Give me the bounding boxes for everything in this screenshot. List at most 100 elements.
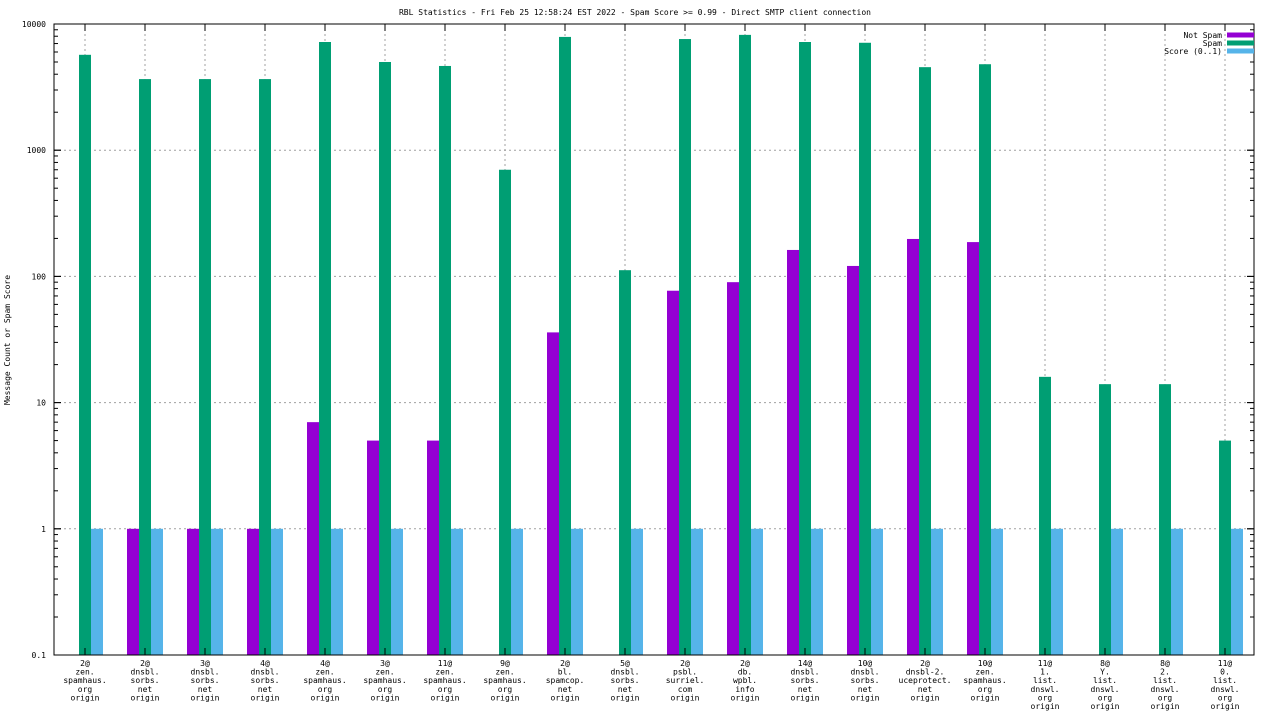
bar-not-spam (127, 528, 139, 655)
bar-not-spam (787, 249, 799, 655)
x-tick-label: 2@ dnsbl. sorbs. net origin (131, 659, 160, 702)
x-tick-label-line: db. (738, 668, 752, 677)
bar-spam (739, 34, 751, 655)
x-tick-label-line: origin (731, 693, 760, 702)
bar-spam (379, 61, 391, 655)
x-tick-label-line: spamhaus. (363, 676, 406, 685)
x-tick-label-line: org (1218, 693, 1233, 702)
x-tick-label-line: spamhaus. (963, 676, 1006, 685)
x-tick-label-line: zen. (495, 668, 514, 677)
legend-label: Not Spam (1183, 31, 1222, 40)
bar-score-0-1 (511, 528, 523, 655)
x-tick-label: 11@ zen. spamhaus. org origin (423, 659, 466, 702)
bar-not-spam (307, 422, 319, 655)
x-tick-label-line: 3@ (380, 659, 390, 668)
bar-score-0-1 (331, 528, 343, 655)
bar-score-0-1 (571, 528, 583, 655)
x-tick-label-line: origin (971, 693, 1000, 702)
y-tick-label: 1000 (27, 146, 46, 155)
bar-spam (139, 79, 151, 655)
x-tick-label-line: 14@ (798, 659, 813, 668)
x-tick-label-line: origin (611, 693, 640, 702)
bar-not-spam (847, 265, 859, 655)
bar-spam (319, 42, 331, 655)
x-tick-label-line: sorbs. (131, 676, 160, 685)
x-tick-label-line: sorbs. (611, 676, 640, 685)
x-tick-label-line: dnsbl-2. (906, 668, 945, 677)
x-tick-label-line: origin (131, 693, 160, 702)
bar-not-spam (547, 332, 559, 655)
bar-spam (559, 36, 571, 656)
bar-not-spam (367, 440, 379, 655)
x-tick-label-line: sorbs. (851, 676, 880, 685)
x-tick-label-line: 4@ (320, 659, 330, 668)
x-tick-label: 11@ 0. list. dnswl. org origin (1211, 659, 1240, 711)
x-tick-label-line: origin (71, 693, 100, 702)
x-tick-label-line: org (1158, 693, 1173, 702)
bar-spam (259, 79, 271, 655)
x-tick-label-line: 4@ (260, 659, 270, 668)
x-tick-label-line: 8@ (1100, 659, 1110, 668)
x-tick-label-line: net (618, 685, 633, 694)
x-tick-label-line: origin (851, 693, 880, 702)
bar-spam (679, 39, 691, 656)
x-tick-label-line: zen. (975, 668, 994, 677)
x-tick-label-line: origin (431, 693, 460, 702)
x-tick-label-line: 2@ (680, 659, 690, 668)
plot-border (53, 23, 1255, 656)
bar-spam (859, 42, 871, 656)
bar-spam (619, 270, 631, 655)
bar-spam (979, 64, 991, 655)
bar-score-0-1 (391, 528, 403, 655)
bar-not-spam (187, 528, 199, 655)
x-tick-label-line: origin (1211, 702, 1240, 711)
y-tick-label: 100 (32, 272, 47, 281)
bar-score-0-1 (751, 528, 763, 655)
x-tick-label-line: zen. (375, 668, 394, 677)
x-tick-label: 11@ 1. list. dnswl. org origin (1031, 659, 1060, 711)
x-tick-label: 3@ dnsbl. sorbs. net origin (191, 659, 220, 702)
x-tick-label-line: dnsbl. (131, 668, 160, 677)
bar-score-0-1 (811, 528, 823, 655)
x-tick-label-line: origin (671, 693, 700, 702)
y-tick-label: 1 (41, 525, 46, 534)
x-tick-label: 2@ dnsbl-2. uceprotect. net origin (899, 659, 952, 702)
bar-score-0-1 (1051, 528, 1063, 655)
x-tick-label-line: origin (371, 693, 400, 702)
x-tick-label: 5@ dnsbl. sorbs. net origin (611, 659, 640, 702)
x-tick-label-line: origin (791, 693, 820, 702)
x-tick-label-line: 11@ (438, 659, 453, 668)
x-tick-label-line: origin (1151, 702, 1180, 711)
bar-not-spam (967, 242, 979, 656)
x-tick-label: 2@ bl. spamcop. net origin (546, 659, 585, 702)
bar-score-0-1 (271, 528, 283, 655)
bar-score-0-1 (1111, 528, 1123, 655)
x-tick-label: 14@ dnsbl. sorbs. net origin (791, 659, 820, 702)
bar-score-0-1 (451, 528, 463, 655)
x-tick-label-line: 5@ (620, 659, 630, 668)
x-tick-label-line: dnswl. (1091, 685, 1120, 694)
x-tick-label-line: net (918, 685, 933, 694)
x-tick-label-line: origin (1091, 702, 1120, 711)
x-tick-label-line: dnsbl. (251, 668, 280, 677)
bar-score-0-1 (151, 528, 163, 655)
y-axis-label: Message Count or Spam Score (3, 275, 12, 405)
x-tick-label-line: spamhaus. (303, 676, 346, 685)
x-tick-label-line: net (258, 685, 273, 694)
y-tick-label: 10000 (22, 20, 46, 29)
x-tick-label-line: list. (1213, 676, 1237, 685)
bar-spam (919, 67, 931, 656)
x-tick-label: 8@ Y. list. dnswl. org origin (1091, 659, 1120, 711)
bar-not-spam (727, 282, 739, 655)
x-tick-label: 2@ db. wpbl. info origin (731, 659, 760, 702)
x-tick-label-line: dnsbl. (611, 668, 640, 677)
x-tick-label-line: 11@ (1038, 659, 1053, 668)
x-tick-label-line: zen. (435, 668, 454, 677)
bar-score-0-1 (631, 528, 643, 655)
bar-spam (1099, 384, 1111, 655)
x-tick-label-line: spamcop. (546, 676, 585, 685)
bar-spam (199, 79, 211, 655)
bar-not-spam (907, 238, 919, 655)
